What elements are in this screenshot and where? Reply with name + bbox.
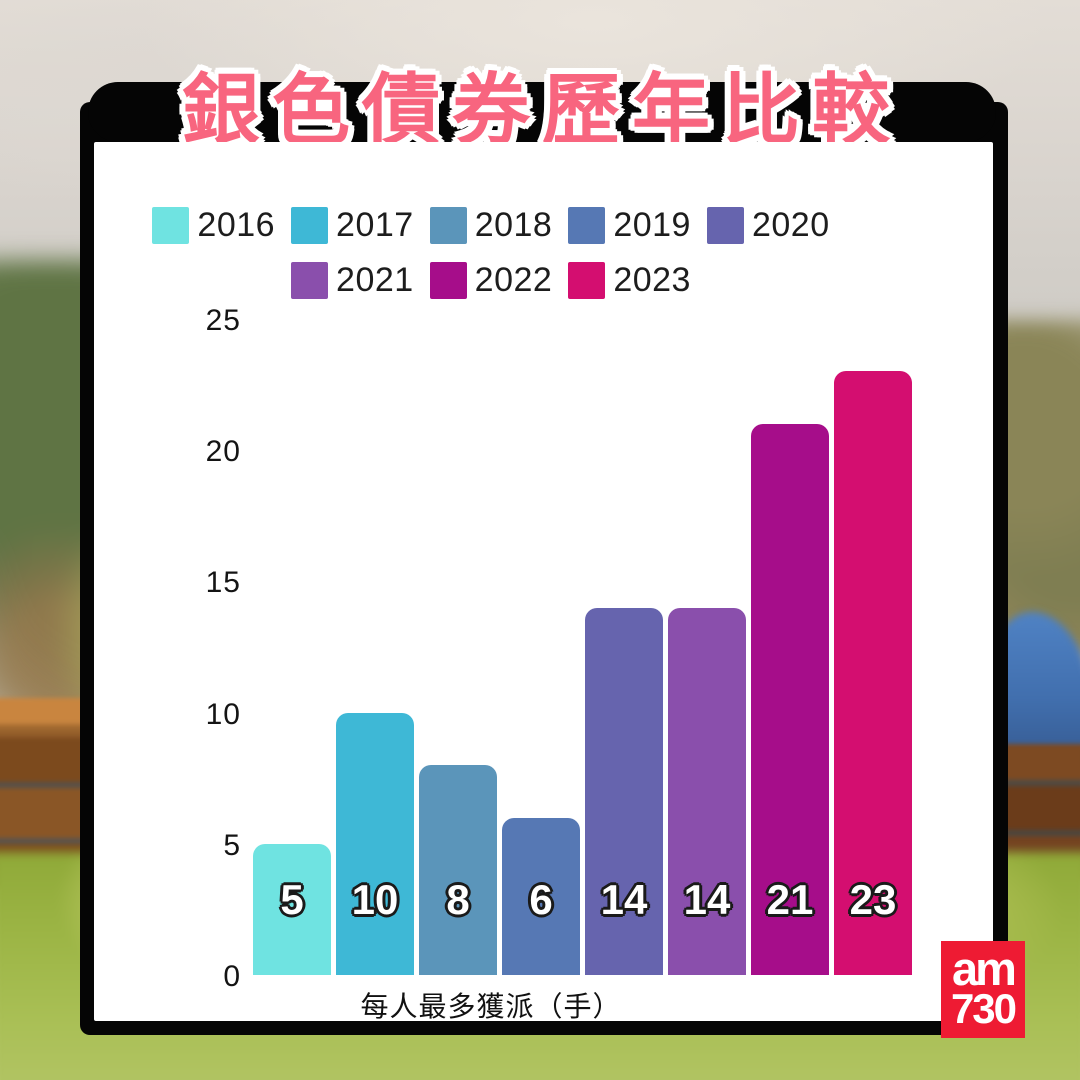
- y-tick-10: 10: [205, 698, 241, 731]
- chart-legend: 2016 2017 2018 2019 2020 2021 2022 2023: [152, 206, 829, 300]
- bar-2021: 14: [668, 608, 746, 975]
- legend-item-2019: 2019: [568, 206, 691, 245]
- bar-value-2020: 14: [600, 876, 648, 923]
- legend-swatch-2022: [429, 262, 467, 299]
- legend-swatch-2018: [429, 207, 467, 244]
- legend-label-2018: 2018: [474, 206, 553, 244]
- y-tick-20: 20: [205, 435, 241, 468]
- legend-label-2017: 2017: [336, 206, 414, 244]
- bar-plot-area: 5 10 8 6 14 14 21 23: [94, 142, 993, 1021]
- legend-label-2016: 2016: [197, 206, 276, 244]
- y-tick-25: 25: [205, 304, 241, 337]
- page-title: 銀色債券歷年比較: [181, 66, 902, 154]
- y-tick-15: 15: [205, 566, 241, 599]
- legend-swatch-2019: [568, 207, 606, 244]
- legend-item-2021: 2021: [291, 261, 414, 300]
- bar-2019: 6: [502, 818, 580, 975]
- bar-2017: 10: [336, 713, 414, 975]
- am730-logo-text-am: am: [952, 941, 1017, 995]
- legend-swatch-2020: [706, 207, 744, 244]
- bar-2020: 14: [585, 608, 663, 975]
- legend-swatch-2016: [152, 207, 190, 244]
- legend-item-2017: 2017: [291, 206, 414, 245]
- legend-item-2022: 2022: [429, 261, 553, 300]
- bar-2018: 8: [419, 765, 497, 975]
- bar-value-2016: 5: [280, 876, 304, 923]
- bar-value-2022: 21: [766, 876, 814, 923]
- legend-row-1: 2016 2017 2018 2019 2020: [152, 206, 829, 245]
- legend-item-2016: 2016: [152, 206, 275, 245]
- legend-label-2022: 2022: [474, 261, 553, 299]
- bar-2022: 21: [751, 424, 829, 975]
- bar-value-2021: 14: [683, 876, 731, 923]
- legend-label-2019: 2019: [613, 206, 691, 244]
- am730-logo: am 730: [941, 941, 1025, 1038]
- y-tick-0: 0: [223, 960, 241, 993]
- bar-2016: 5: [253, 844, 331, 975]
- legend-row-2: 2021 2022 2023: [291, 261, 691, 300]
- bar-value-2023: 23: [849, 876, 897, 923]
- bar-value-2017: 10: [351, 876, 399, 923]
- legend-swatch-2023: [568, 262, 606, 299]
- legend-item-2023: 2023: [568, 261, 691, 300]
- x-axis-title: 每人最多獲派（手）: [360, 991, 622, 1022]
- bar-value-2018: 8: [446, 876, 470, 923]
- y-axis: 25 20 15 10 5 0: [94, 142, 241, 1021]
- legend-item-2020: 2020: [706, 206, 830, 245]
- bar-value-2019: 6: [529, 876, 553, 923]
- legend-item-2018: 2018: [429, 206, 553, 245]
- legend-label-2023: 2023: [613, 261, 691, 299]
- bar-2023: 23: [834, 371, 912, 975]
- title-band: 銀色債券歷年比較: [88, 66, 996, 154]
- legend-swatch-2017: [291, 207, 329, 244]
- am730-logo-text-730: 730: [950, 984, 1017, 1032]
- legend-swatch-2021: [291, 262, 329, 299]
- y-tick-5: 5: [223, 829, 241, 862]
- legend-label-2020: 2020: [751, 206, 830, 244]
- legend-label-2021: 2021: [336, 261, 414, 299]
- chart-panel: 2016 2017 2018 2019 2020 2021 2022 2023 25 20 15…: [94, 142, 993, 1022]
